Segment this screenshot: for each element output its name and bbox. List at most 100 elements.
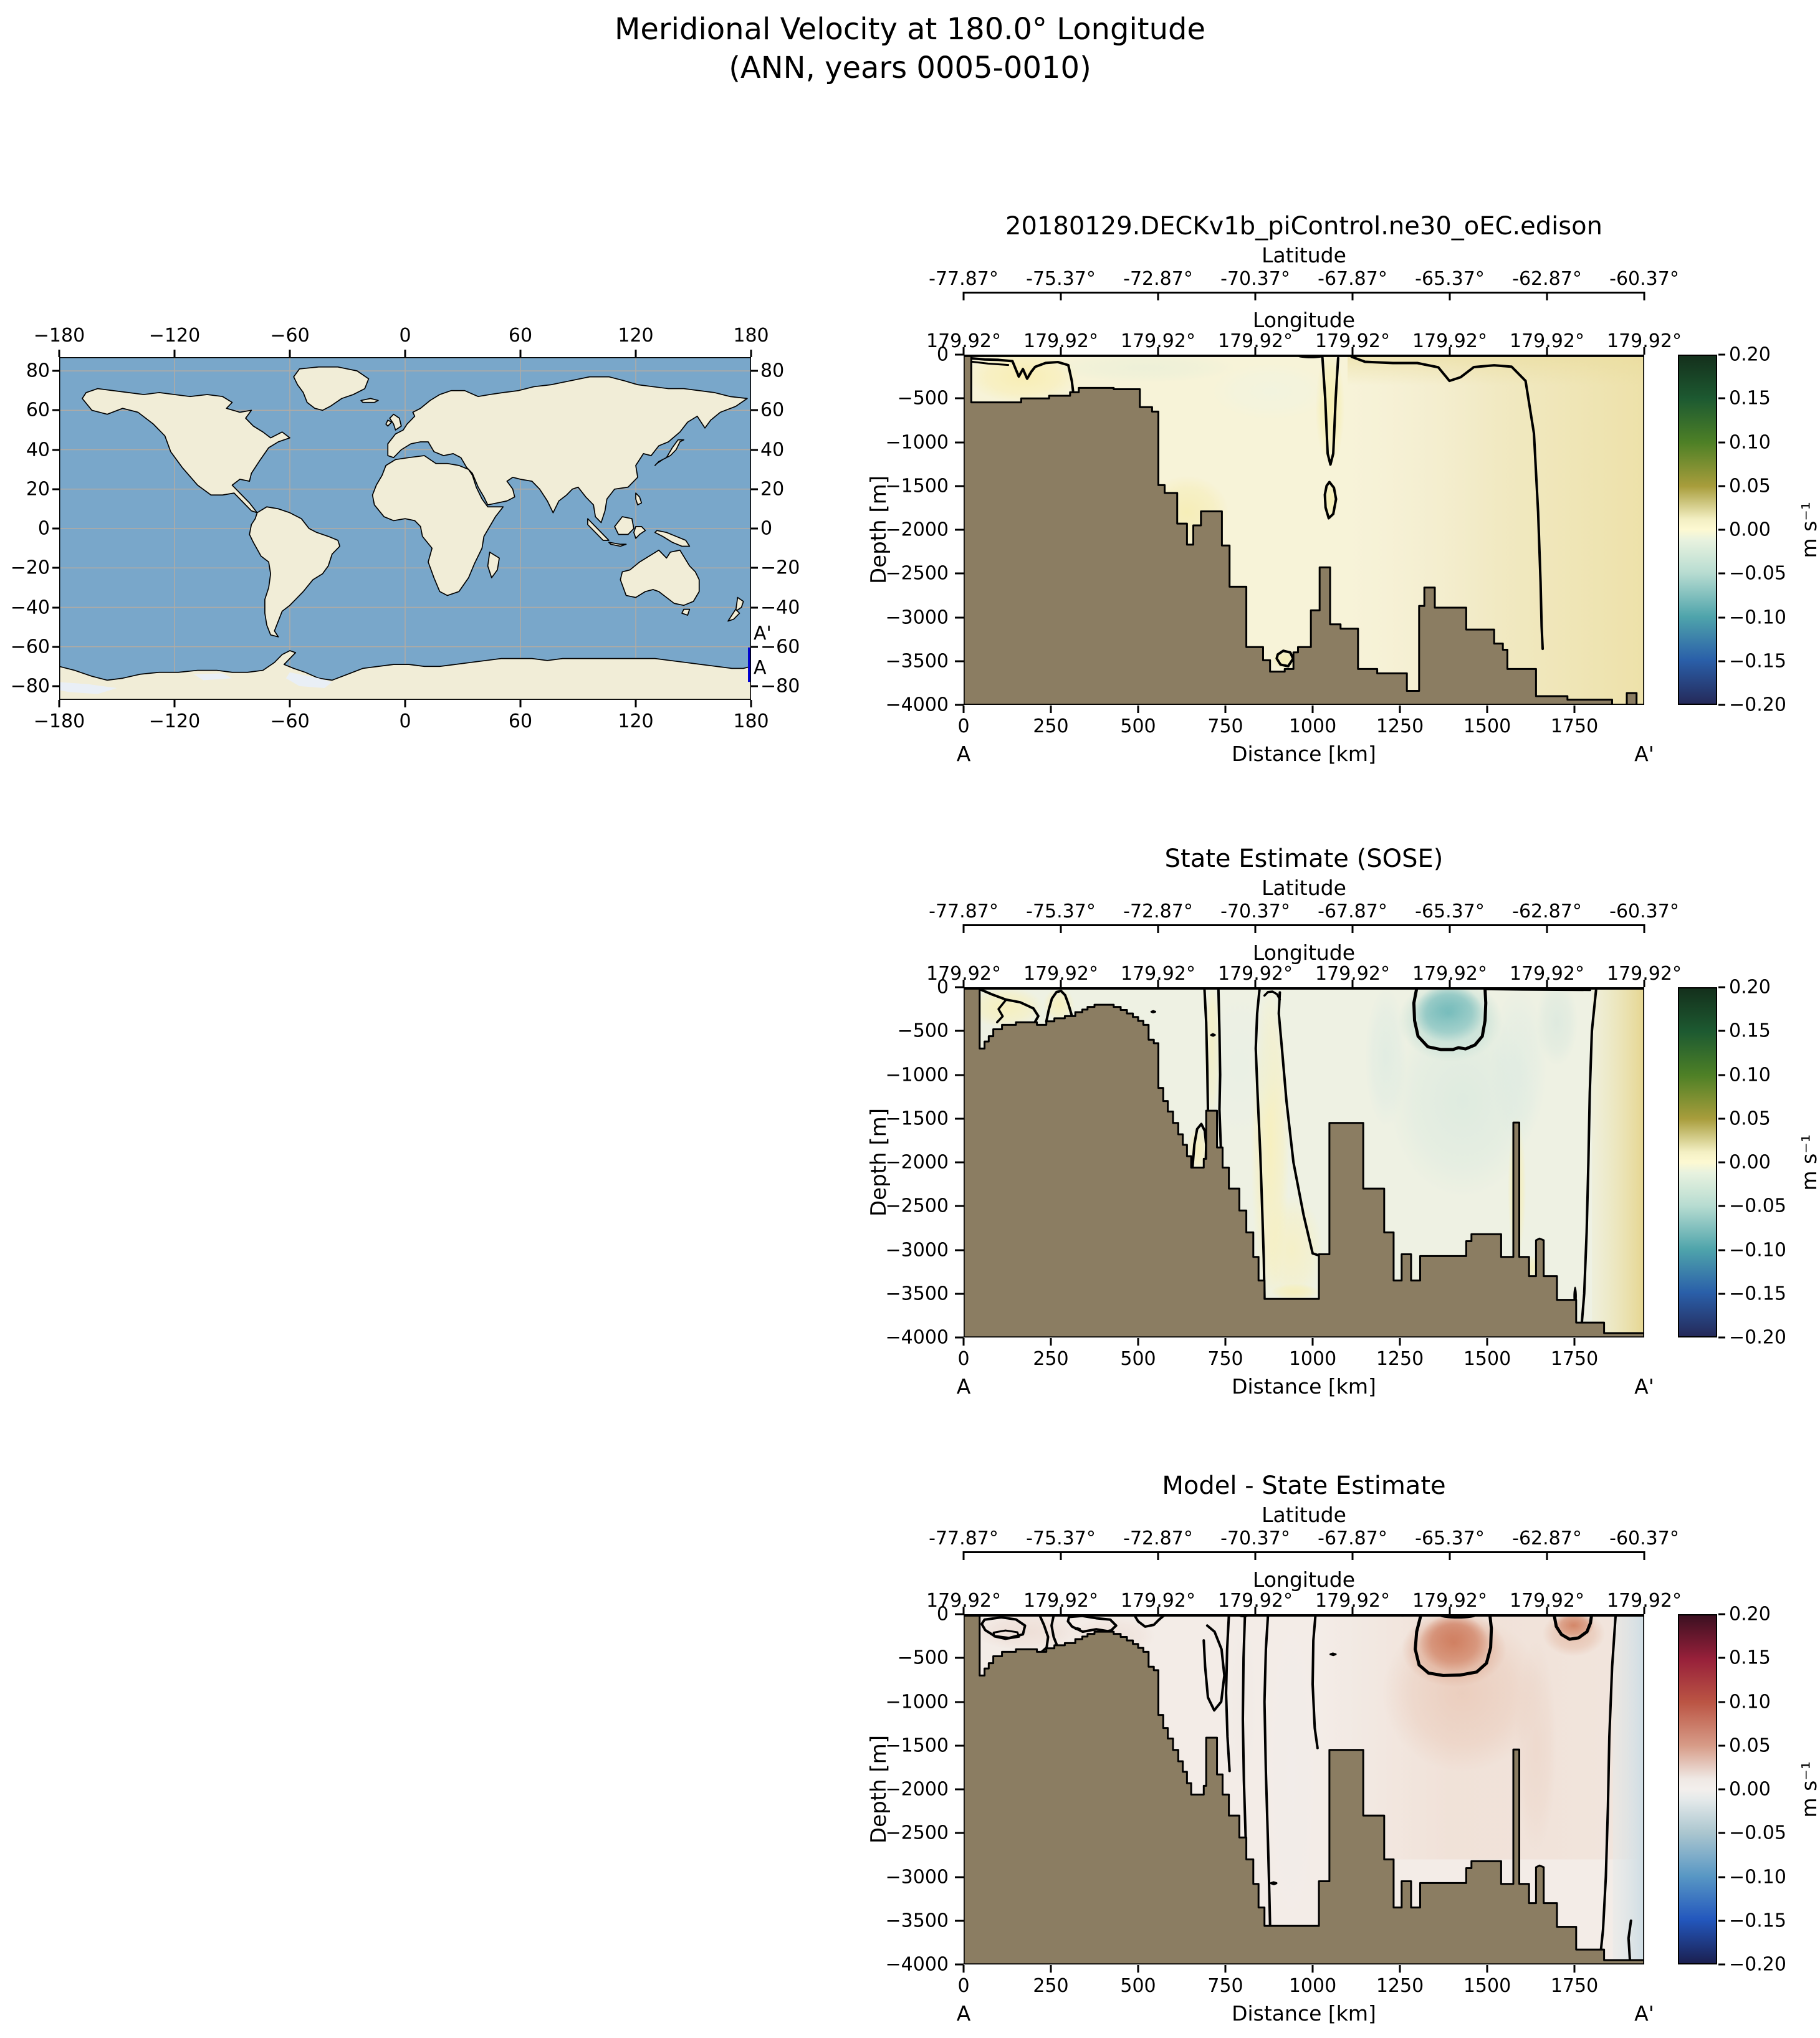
- map-lon-tick-label: 60: [508, 325, 533, 347]
- lat-tick-label: -72.87°: [1123, 901, 1193, 922]
- tick-mark: [1643, 1607, 1645, 1614]
- tick-mark: [1449, 1551, 1451, 1560]
- lat-tick-label: -67.87°: [1318, 1528, 1387, 1549]
- tick-mark: [1060, 924, 1062, 933]
- tick-mark: [1486, 1338, 1488, 1346]
- tick-mark: [1546, 924, 1548, 933]
- map-top-tick-labels: −180 −120 −60 0 60 120 180: [34, 325, 769, 347]
- zero-contour-line: [1211, 1034, 1215, 1036]
- tick-mark: [1157, 347, 1159, 355]
- zero-contour-line: [980, 990, 1038, 1023]
- map-lon-tick-label: −120: [148, 325, 201, 347]
- distance-tick-label: 1750: [1550, 1348, 1599, 1370]
- continent-eurasia: [388, 377, 747, 523]
- latitude-axis-label: Latitude: [1262, 243, 1346, 267]
- depth-tick-labels: 0 −500 −1000 −1500 −2000 −2500 −3000 −3500 −4000: [860, 1604, 949, 1976]
- tick-mark: [955, 1074, 964, 1076]
- tick-mark: [52, 449, 59, 451]
- colorbar-tick-label: 0.20: [1729, 343, 1771, 366]
- tick-mark: [751, 370, 758, 372]
- tick-mark: [1643, 980, 1645, 987]
- depth-tick-label: −2500: [885, 562, 949, 585]
- map-lat-tick-label: −20: [760, 557, 800, 579]
- map-lat-tick-label: 0: [760, 517, 773, 540]
- latitude-tick-labels: -77.87° -75.37° -72.87° -70.37° -67.87° -65.3…: [929, 268, 1679, 290]
- map-lon-tick-label: −60: [270, 710, 310, 732]
- tick-mark: [1573, 706, 1576, 713]
- section-start-label: A: [956, 1374, 971, 1399]
- tick-mark: [289, 350, 291, 357]
- lat-tick-label: -67.87°: [1318, 901, 1387, 922]
- tick-mark: [751, 567, 758, 569]
- field-gradient-band: [1612, 1614, 1644, 1964]
- tick-mark: [1254, 347, 1257, 355]
- lat-tick-label: -75.37°: [1026, 268, 1096, 290]
- tick-mark: [1050, 706, 1052, 713]
- depth-tick-marks: [955, 1613, 964, 1966]
- colorbar-tick-label: −0.20: [1729, 1326, 1786, 1349]
- field-anomaly: [1270, 1283, 1320, 1301]
- section-plot-sose: [964, 987, 1644, 1337]
- tick-mark: [1351, 347, 1354, 355]
- distance-tick-label: 750: [1207, 715, 1243, 737]
- bathymetry: [964, 1614, 1644, 1964]
- zero-contour-line: [982, 1617, 1025, 1638]
- tick-mark: [955, 1117, 964, 1120]
- depth-tick-label: −1000: [885, 431, 949, 453]
- continent-africa: [373, 456, 504, 595]
- island-java: [609, 542, 626, 546]
- map-lon-tick-label: −60: [270, 325, 310, 347]
- panel-title: 20180129.DECKv1b_piControl.ne30_oEC.edis…: [1005, 212, 1602, 241]
- lat-tick-label: -72.87°: [1123, 1528, 1193, 1549]
- tick-mark: [1449, 980, 1451, 987]
- colorbar-delta: [1678, 987, 1717, 1337]
- distance-tick-label: 0: [957, 1348, 970, 1370]
- tick-mark: [1718, 1657, 1725, 1659]
- tick-mark: [1718, 704, 1725, 706]
- lat-tick-label: -65.37°: [1415, 268, 1485, 290]
- tick-mark: [962, 1338, 965, 1346]
- tick-mark: [1718, 1701, 1725, 1703]
- tick-mark: [955, 704, 964, 706]
- tick-mark: [751, 685, 758, 687]
- zero-contour-line: [1276, 651, 1293, 666]
- distance-axis-label: Distance [km]: [1232, 2001, 1376, 2026]
- tick-mark: [1351, 980, 1354, 987]
- map-lon-tick-label: 120: [618, 710, 654, 732]
- lat-tick-label: -62.87°: [1512, 901, 1582, 922]
- bathymetry: [1627, 693, 1637, 705]
- distance-tick-label: 1500: [1463, 715, 1511, 737]
- tick-mark: [1449, 1607, 1451, 1614]
- distance-tick-marks: [962, 706, 1644, 713]
- lat-tick-label: -60.37°: [1609, 268, 1679, 290]
- map-lon-tick-label: 0: [399, 325, 411, 347]
- distance-tick-label: 500: [1120, 715, 1156, 737]
- continent-australia: [620, 550, 699, 606]
- distance-axis-row: A Distance [km] A': [957, 1374, 1654, 1399]
- depth-tick-label: −4000: [885, 694, 949, 716]
- tick-mark: [58, 700, 60, 707]
- island-new-guinea: [655, 530, 690, 546]
- tick-mark: [1718, 1161, 1725, 1164]
- map-lat-tick-label: 40: [26, 439, 50, 461]
- zero-contour-line: [1313, 1615, 1318, 1748]
- tick-mark: [1224, 1965, 1227, 1973]
- section-end-label: A': [1634, 1374, 1654, 1399]
- tick-mark: [955, 1920, 964, 1922]
- tick-mark: [955, 1205, 964, 1207]
- panel-title: Model - State Estimate: [1162, 1471, 1446, 1500]
- latitude-tick-marks: [962, 924, 1645, 933]
- tick-mark: [1718, 1249, 1725, 1251]
- depth-tick-label: −3500: [885, 1283, 949, 1305]
- panel-title: State Estimate (SOSE): [1164, 844, 1444, 873]
- tick-mark: [1060, 347, 1062, 355]
- map-lat-tick-label: 60: [760, 399, 785, 421]
- panel-difference: Model - State Estimate Latitude -77.87° -…: [860, 1468, 1820, 2038]
- tick-mark: [1224, 1338, 1227, 1346]
- tick-mark: [955, 353, 964, 356]
- colorbar-unit-label: m s⁻¹: [1796, 1761, 1820, 1818]
- tick-mark: [1449, 292, 1451, 300]
- island-new-zealand-south: [728, 610, 740, 621]
- zero-contour-line: [1265, 992, 1280, 1000]
- zero-contour-line: [1226, 1615, 1230, 1771]
